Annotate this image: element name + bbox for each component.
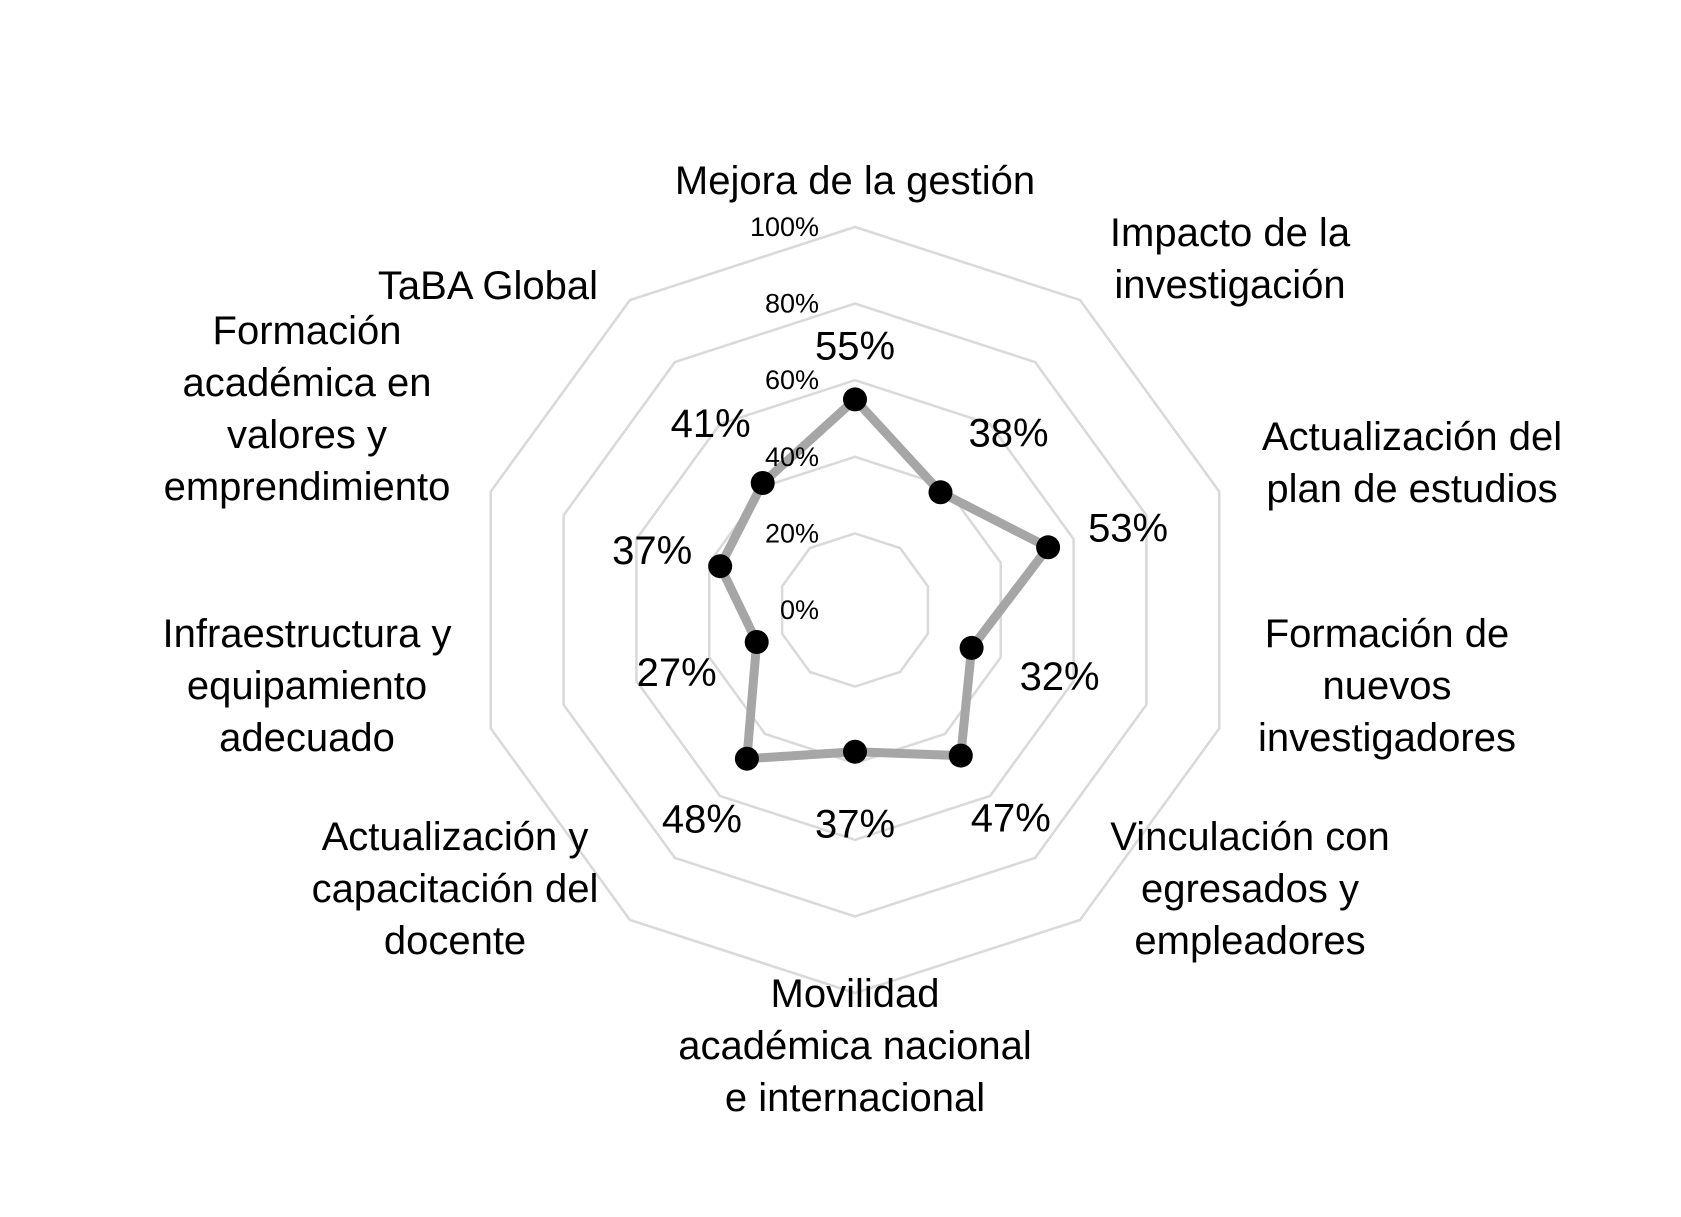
- category-label-6-line-1: capacitación del: [312, 867, 599, 911]
- category-label-2-line-0: Actualización del: [1262, 415, 1562, 459]
- category-label-5: Movilidad académica nacional e internacion…: [678, 972, 1032, 1120]
- category-label-8-line-1: académica en: [182, 361, 431, 405]
- data-label-7: 27%: [637, 651, 717, 695]
- data-point-2: [1036, 535, 1061, 560]
- tick-label-3: 60%: [765, 365, 819, 395]
- tick-label-0: 0%: [780, 595, 819, 625]
- data-label-9: 41%: [671, 402, 751, 446]
- category-label-2: Actualización del plan de estudios: [1262, 415, 1562, 511]
- category-label-3: Formación de nuevos investigadores: [1258, 612, 1516, 760]
- tick-label-1: 20%: [765, 518, 819, 548]
- data-point-0: [843, 387, 867, 412]
- data-point-8: [708, 554, 733, 579]
- category-label-4-line-2: empleadores: [1134, 919, 1365, 963]
- data-label-6: 48%: [662, 798, 742, 842]
- data-point-6: [734, 746, 759, 771]
- category-label-9: TaBA Global: [378, 264, 598, 308]
- radar-series: [708, 387, 1061, 771]
- data-point-4: [948, 743, 973, 768]
- grid-ring-3: [635, 378, 1075, 842]
- category-label-7: Infraestructura y equipamiento adecuado: [162, 612, 451, 760]
- category-label-6-line-0: Actualización y: [322, 815, 589, 859]
- category-label-8-line-3: emprendimiento: [164, 465, 451, 509]
- category-label-1-line-0: Impacto de la: [1110, 211, 1351, 255]
- data-label-5: 37%: [815, 803, 895, 847]
- category-label-6: Actualización y capacitación del docente: [312, 815, 599, 963]
- category-label-2-line-1: plan de estudios: [1266, 467, 1557, 511]
- grid-ring-4: [562, 302, 1148, 918]
- category-label-8-line-2: valores y: [227, 413, 387, 457]
- category-label-4-line-0: Vinculación con: [1110, 815, 1389, 859]
- category-label-7-line-2: adecuado: [219, 716, 395, 760]
- category-label-8: Formación académica en valores y emprendimi…: [164, 309, 451, 509]
- data-point-9: [750, 471, 775, 495]
- category-label-8-line-0: Formación: [213, 309, 402, 353]
- data-point-1: [928, 480, 953, 505]
- data-point-3: [959, 635, 984, 660]
- data-label-1: 38%: [968, 411, 1048, 455]
- radar-grid: [489, 225, 1221, 995]
- category-label-4-line-1: egresados y: [1141, 867, 1359, 911]
- tick-label-5: 100%: [750, 212, 819, 242]
- tick-label-4: 80%: [765, 289, 819, 319]
- category-label-9-line-0: TaBA Global: [378, 264, 598, 308]
- radial-tick-labels: 0% 20% 40% 60% 80% 100%: [750, 212, 819, 625]
- data-labels: 55% 38% 53% 32% 47% 37% 48% 27% 37% 41%: [612, 324, 1168, 846]
- data-label-0: 55%: [815, 324, 895, 368]
- category-label-7-line-0: Infraestructura y: [162, 612, 451, 656]
- category-label-1: Impacto de la investigación: [1110, 211, 1351, 307]
- category-label-1-line-1: investigación: [1114, 263, 1345, 307]
- category-label-5-line-1: académica nacional: [678, 1024, 1032, 1068]
- data-label-8: 37%: [612, 529, 692, 573]
- category-label-3-line-0: Formación de: [1265, 612, 1510, 656]
- category-label-3-line-2: investigadores: [1258, 716, 1516, 760]
- category-label-5-line-2: e internacional: [725, 1076, 985, 1120]
- category-label-0-line-0: Mejora de la gestión: [675, 159, 1035, 203]
- data-label-4: 47%: [971, 797, 1051, 841]
- category-label-0: Mejora de la gestión: [675, 159, 1035, 203]
- data-label-3: 32%: [1020, 655, 1100, 699]
- data-label-2: 53%: [1088, 506, 1168, 550]
- category-label-6-line-2: docente: [384, 919, 526, 963]
- data-point-7: [744, 630, 769, 654]
- category-label-7-line-1: equipamiento: [187, 664, 427, 708]
- category-labels: Mejora de la gestión Impacto de la investi…: [162, 159, 1562, 1120]
- category-label-4: Vinculación con egresados y empleadores: [1110, 815, 1389, 963]
- tick-label-2: 40%: [765, 442, 819, 472]
- grid-ring-5: [489, 225, 1221, 995]
- category-label-5-line-0: Movilidad: [771, 972, 940, 1016]
- category-label-3-line-1: nuevos: [1323, 664, 1452, 708]
- grid-ring-1: [780, 532, 930, 688]
- data-point-5: [843, 739, 867, 764]
